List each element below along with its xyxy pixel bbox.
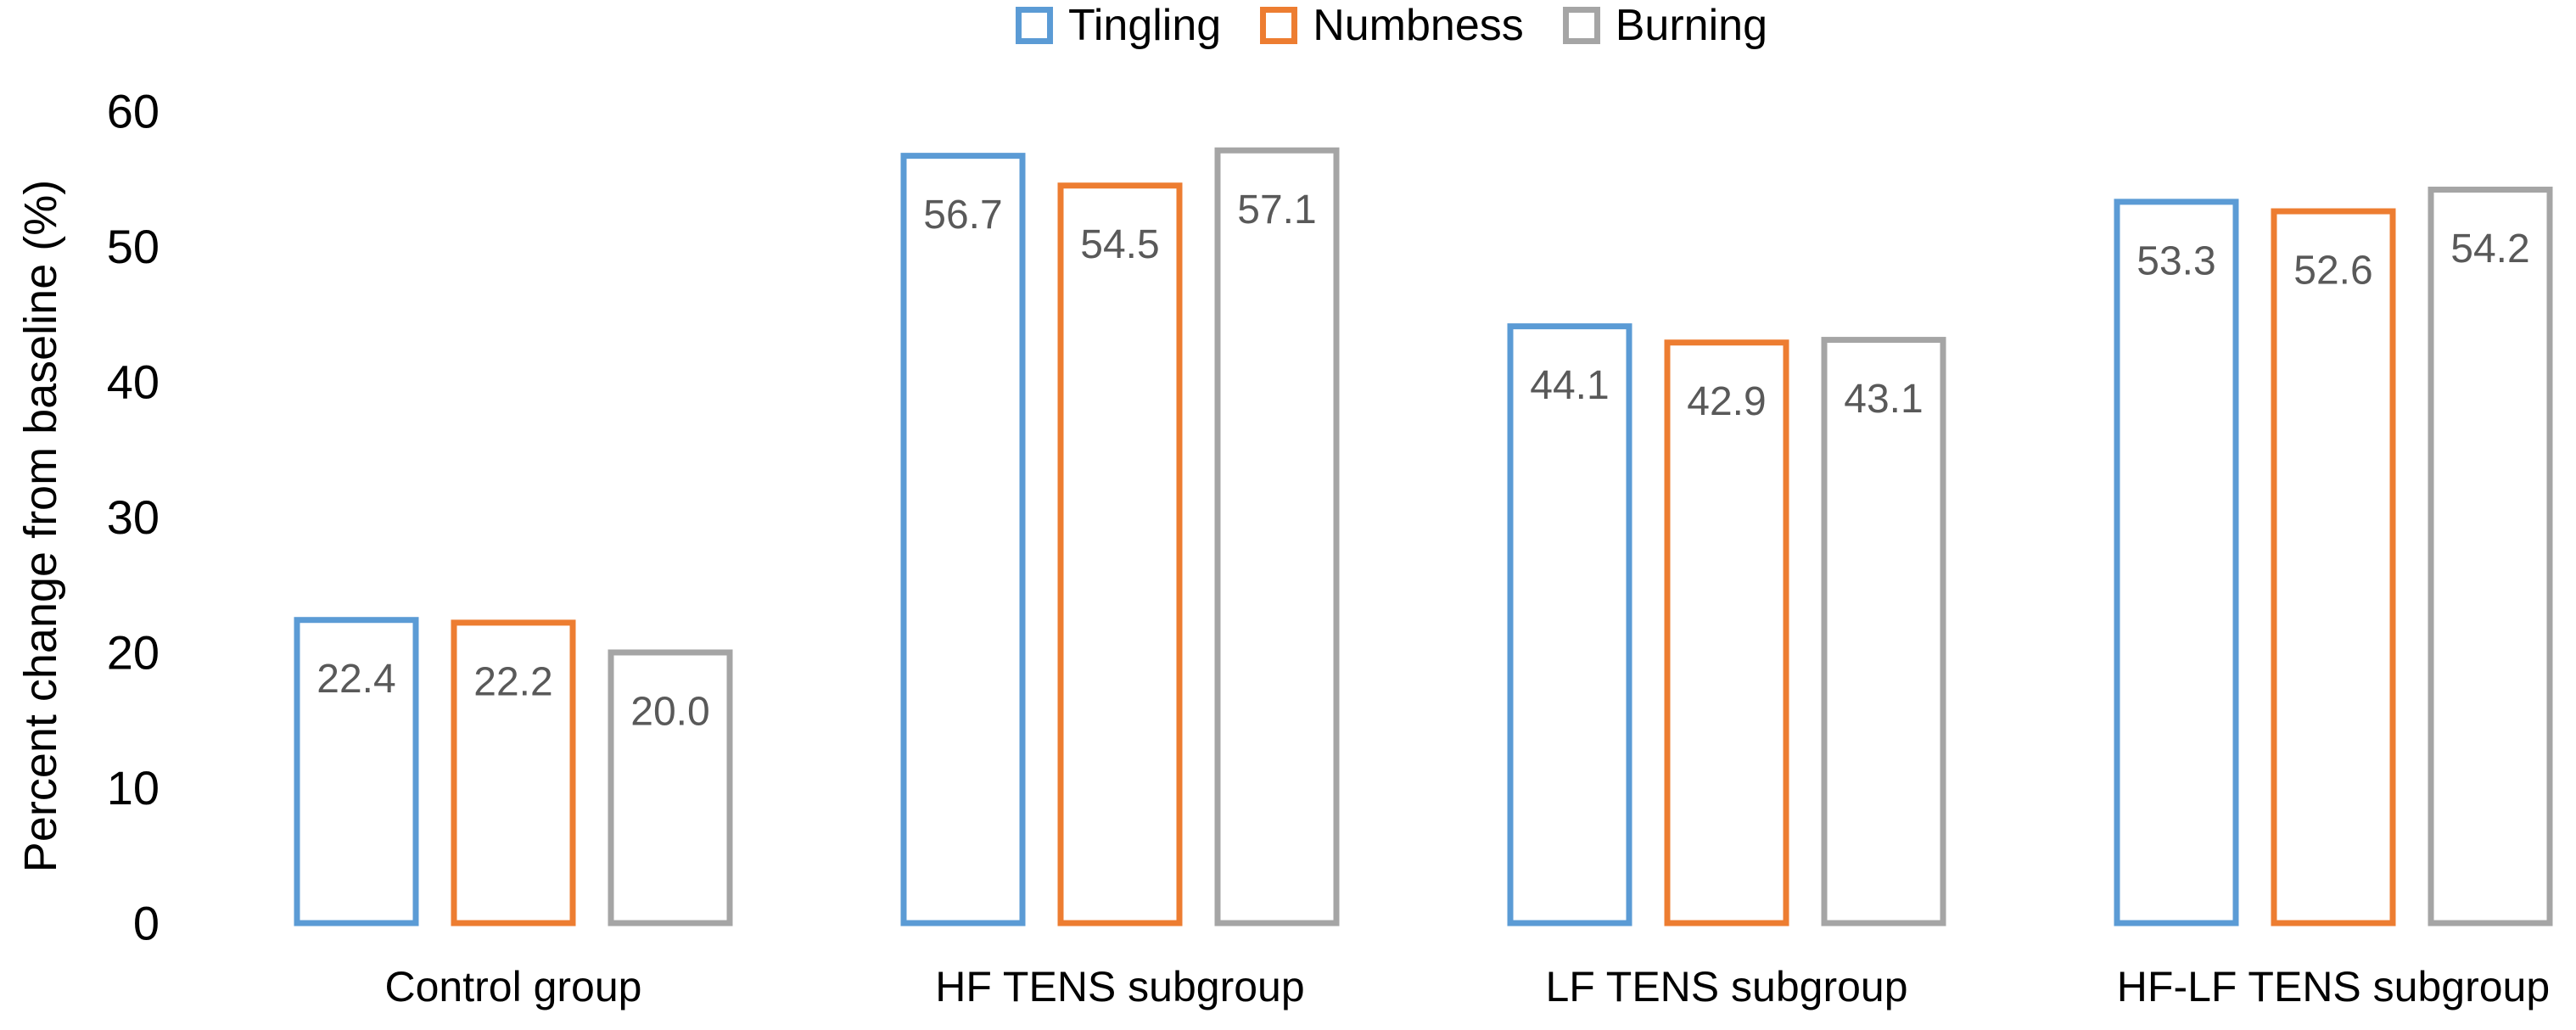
y-tick-label: 20 bbox=[107, 626, 160, 680]
legend-label-burning: Burning bbox=[1615, 1, 1767, 50]
y-axis-title: Percent change from baseline (%) bbox=[15, 180, 66, 872]
bar-tingling-group4 bbox=[2114, 199, 2239, 926]
bar-tingling-group2 bbox=[900, 153, 1026, 926]
bar-data-label: 20.0 bbox=[630, 690, 709, 735]
bar-data-label: 56.7 bbox=[923, 193, 1002, 238]
y-tick-label: 40 bbox=[107, 355, 160, 409]
bar-numbness-group3 bbox=[1664, 339, 1789, 926]
legend-item-burning: Burning bbox=[1562, 1, 1767, 50]
bar-data-label: 52.6 bbox=[2293, 249, 2372, 294]
bar-data-label: 22.4 bbox=[316, 657, 395, 702]
x-category-label: LF TENS subgroup bbox=[1545, 963, 1907, 1010]
bar-data-label: 42.9 bbox=[1687, 379, 1766, 424]
legend-item-numbness: Numbness bbox=[1260, 3, 1524, 48]
y-tick-label: 60 bbox=[107, 85, 160, 138]
x-category-label: HF-LF TENS subgroup bbox=[2117, 963, 2550, 1010]
bar-numbness-group4 bbox=[2271, 208, 2396, 926]
bar-numbness-group1 bbox=[451, 619, 576, 926]
y-tick-label: 50 bbox=[107, 220, 160, 273]
bar-data-label: 22.2 bbox=[473, 659, 552, 704]
bar-burning-group3 bbox=[1821, 337, 1946, 926]
bar-numbness-group2 bbox=[1057, 182, 1183, 926]
bar-tingling-group3 bbox=[1507, 323, 1632, 926]
legend-swatch-numbness-icon bbox=[1260, 7, 1298, 44]
bar-burning-group2 bbox=[1214, 147, 1340, 926]
bar-data-label: 53.3 bbox=[2136, 238, 2215, 283]
legend-swatch-burning-icon bbox=[1562, 7, 1600, 44]
bar-data-label: 43.1 bbox=[1844, 377, 1923, 422]
bar-data-label: 44.1 bbox=[1530, 363, 1609, 408]
bar-data-label: 57.1 bbox=[1237, 188, 1316, 232]
y-tick-label: 10 bbox=[107, 761, 160, 814]
chart-legend: Tingling Numbness Burning bbox=[1016, 3, 1767, 48]
legend-swatch-tingling-icon bbox=[1016, 7, 1054, 44]
bar-data-label: 54.5 bbox=[1080, 222, 1159, 267]
legend-label-tingling: Tingling bbox=[1068, 1, 1222, 50]
bar-burning-group4 bbox=[2428, 187, 2553, 926]
bar-burning-group1 bbox=[608, 649, 733, 926]
bar-data-label: 54.2 bbox=[2450, 227, 2529, 271]
legend-label-numbness: Numbness bbox=[1313, 1, 1524, 50]
x-category-label: HF TENS subgroup bbox=[935, 963, 1304, 1010]
y-tick-label: 30 bbox=[107, 490, 160, 544]
y-tick-label: 0 bbox=[133, 897, 160, 950]
legend-item-tingling: Tingling bbox=[1016, 3, 1221, 48]
x-category-label: Control group bbox=[385, 963, 642, 1010]
bar-tingling-group1 bbox=[294, 617, 419, 926]
